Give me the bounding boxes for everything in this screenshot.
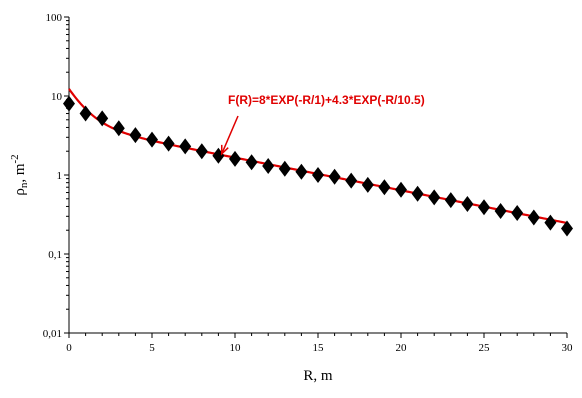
data-point [511, 205, 524, 222]
data-point [295, 163, 308, 180]
data-point [428, 189, 441, 206]
data-point [378, 179, 391, 196]
data-point [229, 150, 241, 167]
annotation-arrow-head [220, 144, 229, 156]
y-tick-label: 0,1 [48, 249, 62, 261]
annotation-layer: F(R)=8*EXP(-R/1)+4.3*EXP(-R/10.5) [220, 93, 425, 156]
data-point [162, 135, 175, 152]
axes: 0 5 10 15 20 25 30 0,01 0,1 1 10 100 [43, 12, 573, 354]
annotation-text: F(R)=8*EXP(-R/1)+4.3*EXP(-R/10.5) [228, 93, 425, 107]
y-axis-label-symbol: ρ [12, 188, 28, 196]
x-tick-label: 5 [149, 342, 155, 354]
data-point [544, 214, 557, 231]
y-tick-label: 100 [46, 12, 63, 24]
data-point [494, 203, 507, 220]
y-tick-label: 10 [51, 91, 63, 103]
data-point [96, 110, 109, 127]
x-tick-label: 15 [313, 342, 325, 354]
data-point [444, 192, 457, 209]
data-point [328, 168, 341, 185]
data-points-layer [63, 95, 573, 237]
data-point [361, 176, 374, 193]
y-tick-label: 0,01 [43, 328, 62, 340]
x-tick-label: 25 [479, 342, 491, 354]
x-axis-label: R, m [303, 368, 333, 384]
x-tick-label: 0 [66, 342, 72, 354]
data-point [395, 181, 407, 198]
annotation-arrow-line [221, 115, 239, 155]
data-point [63, 95, 75, 112]
x-tick-label: 10 [230, 342, 242, 354]
y-tick-label: 1 [57, 170, 63, 182]
data-point [278, 160, 291, 177]
data-point [312, 167, 324, 183]
data-point [527, 209, 540, 226]
data-point [262, 157, 275, 174]
x-tick-label: 30 [562, 342, 574, 354]
y-axis-label-unit: , m [12, 163, 28, 183]
axis-labels-layer: R, m ρn, m-2 [9, 154, 333, 384]
data-point [112, 120, 125, 137]
data-point [195, 143, 208, 160]
y-axis-label-subscript: n [18, 182, 30, 188]
data-point [129, 127, 142, 144]
y-axis-label: ρn, m-2 [9, 154, 30, 195]
data-point [561, 220, 573, 237]
data-point [179, 138, 192, 155]
data-point [345, 172, 358, 189]
data-point [79, 105, 92, 122]
data-point [478, 199, 490, 216]
fit-curve-line [68, 88, 568, 225]
x-tick-label: 20 [396, 342, 408, 354]
fit-curve-layer [68, 88, 568, 225]
data-point [461, 195, 474, 212]
data-point [245, 154, 258, 171]
data-point [411, 185, 424, 202]
y-axis-label-exponent: -2 [9, 154, 21, 163]
data-point [146, 131, 158, 148]
